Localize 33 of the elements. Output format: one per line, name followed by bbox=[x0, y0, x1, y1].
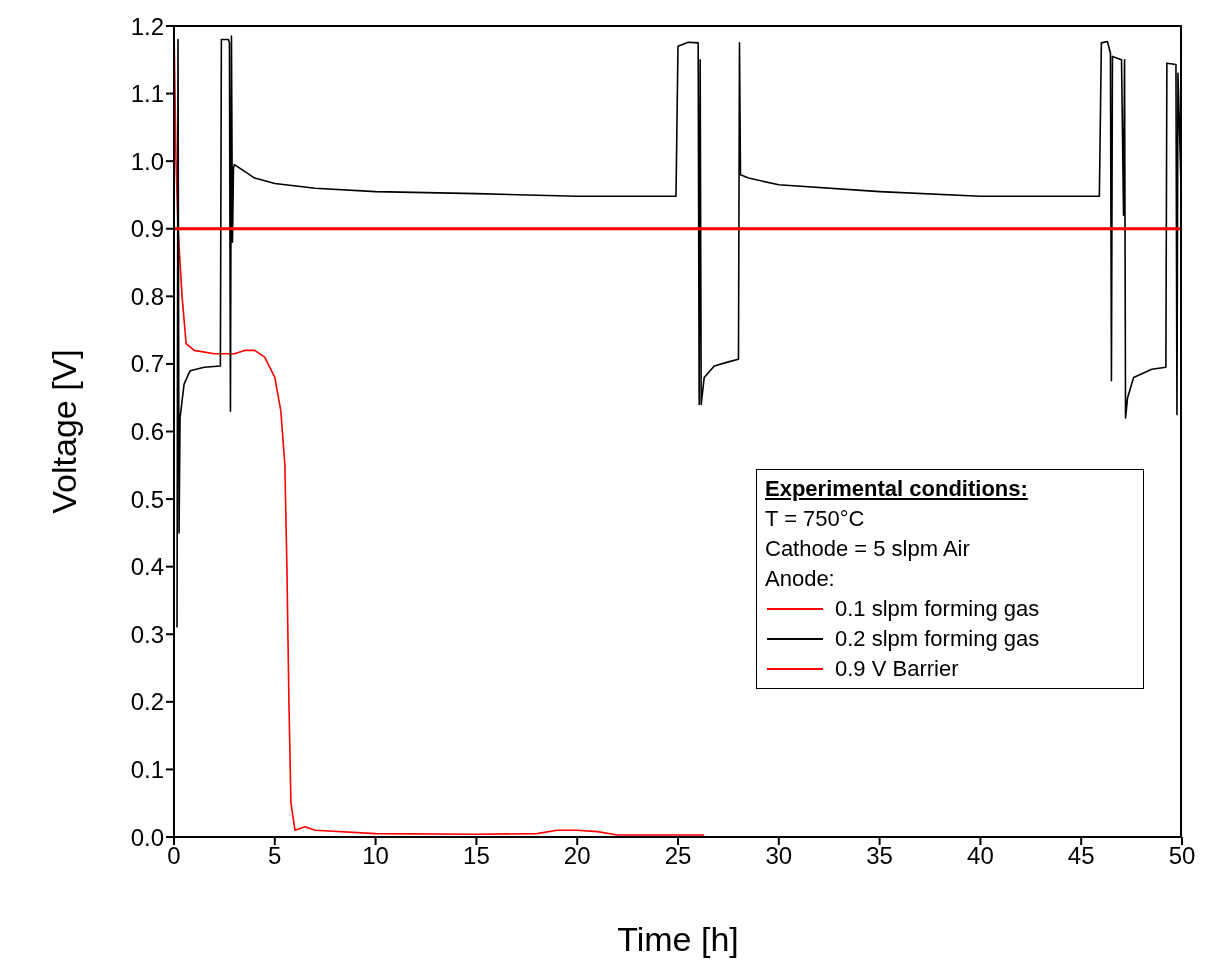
legend-title: Experimental conditions: bbox=[765, 475, 1029, 503]
y-tick-label: 1.1 bbox=[130, 80, 164, 108]
y-tick-label: 0.5 bbox=[130, 485, 164, 513]
y-tick-label: 0.6 bbox=[130, 418, 164, 446]
annotation: Anode: bbox=[765, 565, 836, 593]
x-tick-label: 15 bbox=[463, 842, 490, 870]
y-tick-label: 0.3 bbox=[130, 620, 164, 648]
x-tick-label: 30 bbox=[765, 842, 793, 870]
y-tick-label: 0.0 bbox=[130, 823, 164, 851]
y-tick-label: 0.2 bbox=[130, 688, 164, 716]
y-tick-label: 0.1 bbox=[130, 755, 164, 783]
y-tick-label: 1.0 bbox=[130, 147, 164, 175]
y-tick-label: 0.7 bbox=[130, 350, 164, 378]
legend-label: 0.1 slpm forming gas bbox=[835, 595, 1040, 623]
x-tick-label: 35 bbox=[866, 842, 893, 870]
y-tick-label: 0.4 bbox=[130, 553, 164, 581]
x-tick-label: 0 bbox=[167, 842, 181, 870]
x-axis-title: Time [h] bbox=[617, 920, 739, 959]
legend-label: 0.2 slpm forming gas bbox=[835, 625, 1040, 653]
x-tick-label: 50 bbox=[1168, 842, 1196, 870]
y-tick-label: 0.9 bbox=[130, 215, 164, 243]
y-tick-label: 0.8 bbox=[130, 282, 164, 310]
legend-label: 0.9 V Barrier bbox=[835, 655, 959, 683]
y-axis-title: Voltage [V] bbox=[45, 349, 84, 514]
annotation: T = 750°C bbox=[765, 505, 866, 533]
x-tick-label: 20 bbox=[563, 842, 591, 870]
x-tick-label: 45 bbox=[1067, 842, 1095, 870]
x-tick-label: 40 bbox=[967, 842, 994, 870]
x-tick-label: 25 bbox=[664, 842, 692, 870]
x-tick-label: 5 bbox=[268, 842, 282, 870]
annotation: Cathode = 5 slpm Air bbox=[765, 535, 971, 563]
y-tick-label: 1.2 bbox=[130, 12, 164, 40]
x-tick-label: 10 bbox=[362, 842, 389, 870]
